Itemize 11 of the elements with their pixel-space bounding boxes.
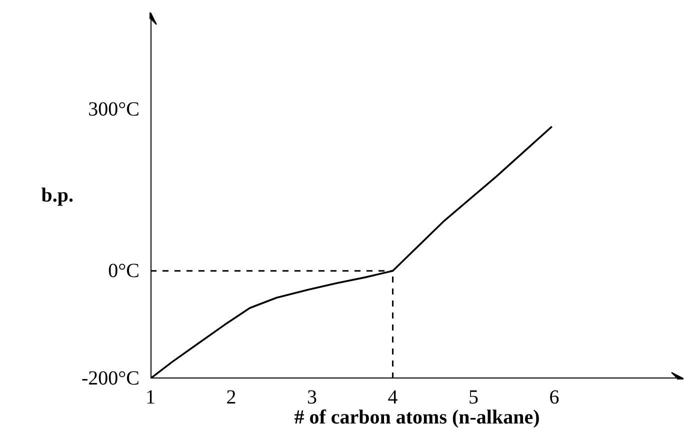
x-axis-title: # of carbon atoms (n-alkane) (294, 406, 540, 428)
y-tick-label: 0°C (108, 260, 140, 282)
y-tick-label: -200°C (82, 368, 140, 390)
x-tick-label: 1 (146, 386, 156, 408)
x-tick-label: 5 (468, 386, 479, 408)
x-tick-label: 4 (388, 386, 398, 408)
y-axis-title: b.p. (41, 184, 74, 206)
x-tick-label: 3 (307, 386, 318, 408)
y-tick-label: 300°C (88, 98, 140, 120)
x-tick-label: 2 (226, 386, 236, 408)
x-tick-label: 6 (549, 386, 560, 408)
